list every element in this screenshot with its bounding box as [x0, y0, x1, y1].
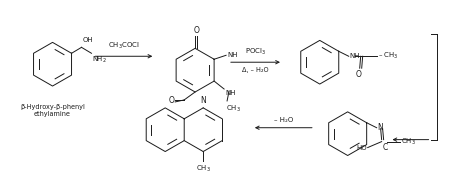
Text: – CH$_3$: – CH$_3$	[378, 51, 398, 61]
Text: O: O	[168, 96, 174, 105]
Text: – H₂O: – H₂O	[274, 117, 293, 123]
Text: NH$_2$: NH$_2$	[92, 55, 108, 66]
Text: Δ, – H₂O: Δ, – H₂O	[242, 67, 269, 73]
Text: β-Hydroxy-β-phenyl
ethylamine: β-Hydroxy-β-phenyl ethylamine	[20, 104, 85, 117]
Text: O: O	[193, 26, 199, 35]
Text: POCl$_3$: POCl$_3$	[245, 47, 266, 57]
Text: OH: OH	[82, 37, 93, 43]
Text: HO: HO	[356, 145, 367, 151]
Text: CH$_3$: CH$_3$	[196, 163, 210, 174]
Text: NH: NH	[225, 90, 236, 96]
Text: N: N	[201, 96, 206, 105]
Text: NH: NH	[227, 52, 237, 58]
Text: N: N	[378, 123, 383, 132]
Text: CH$_3$: CH$_3$	[226, 104, 241, 114]
Text: C: C	[383, 143, 388, 152]
Text: CH$_3$COCl: CH$_3$COCl	[108, 41, 140, 51]
Text: CH$_3$: CH$_3$	[401, 136, 416, 147]
Text: NH: NH	[350, 53, 360, 59]
Text: O: O	[356, 70, 362, 79]
